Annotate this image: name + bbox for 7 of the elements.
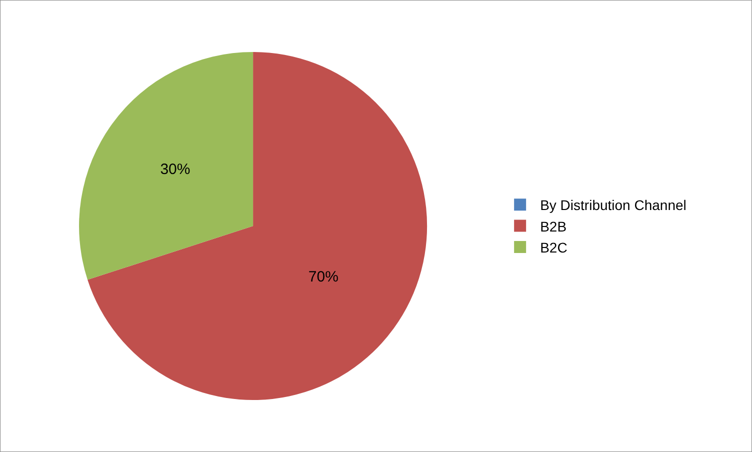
pie-slice xyxy=(88,52,428,400)
legend-label: B2B xyxy=(540,218,567,234)
data-label: 30% xyxy=(160,160,190,178)
pie-slice xyxy=(79,52,254,280)
legend-label: By Distribution Channel xyxy=(540,197,686,214)
legend-label: B2C xyxy=(540,239,568,256)
data-label: 70% xyxy=(308,268,338,286)
